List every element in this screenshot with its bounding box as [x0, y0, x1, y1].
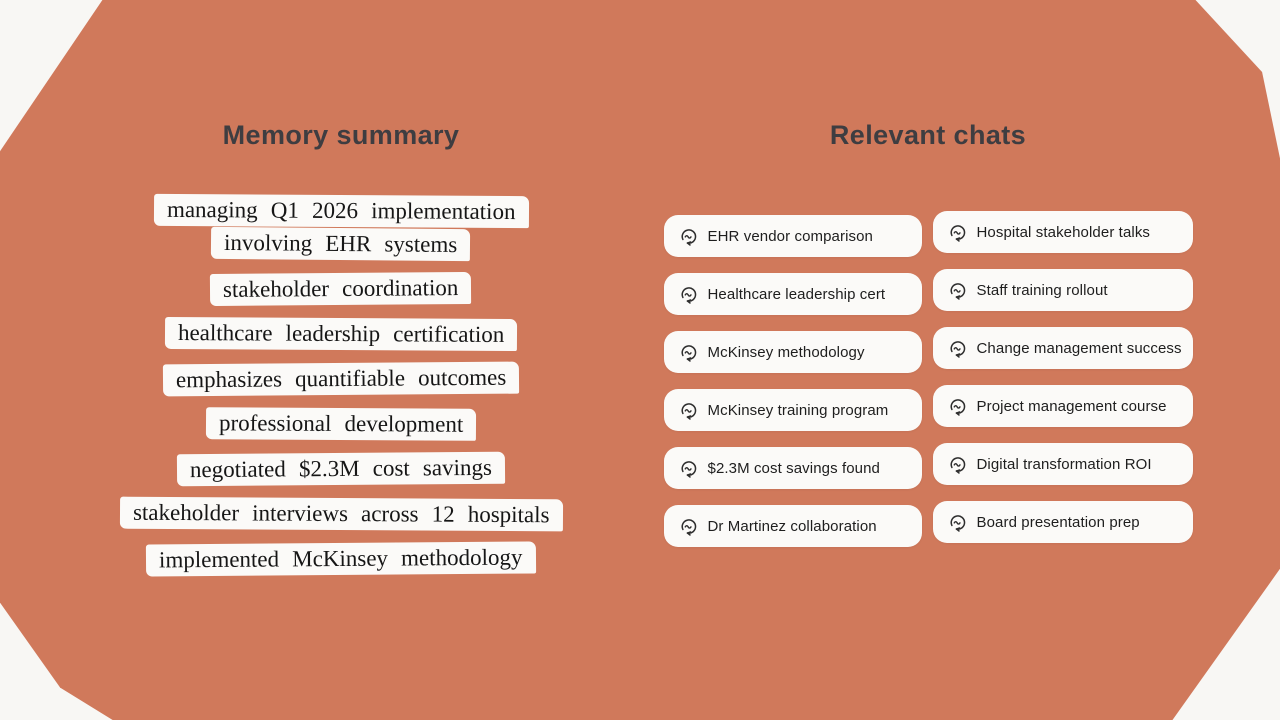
memory-highlight-line: involving EHR systems [211, 226, 471, 262]
chat-pill[interactable]: Project management course [932, 385, 1193, 427]
chat-pill-label: Board presentation prep [976, 513, 1140, 531]
memory-highlight-line: managing Q1 2026 implementation [153, 193, 529, 229]
memory-highlight: emphasizes quantifiable outcomes [58, 361, 624, 397]
memory-highlight: professional development [58, 407, 624, 441]
chat-history-icon [948, 397, 967, 416]
chat-history-icon [679, 285, 698, 304]
memory-highlight: stakeholder coordination [58, 271, 624, 307]
memory-highlight-line: negotiated $2.3M cost savings [176, 451, 506, 487]
chat-pill-label: Change management success [976, 339, 1182, 357]
chat-history-icon [948, 339, 967, 358]
memory-highlight: managing Q1 2026 implementation involvin… [58, 193, 624, 262]
memory-highlight-line: emphasizes quantifiable outcomes [162, 361, 520, 397]
chat-pill-label: EHR vendor comparison [707, 227, 874, 245]
chat-pill-label: $2.3M cost savings found [707, 459, 880, 477]
relevant-chats-section: Relevant chats EHR vendor comparison Hea… [658, 120, 1198, 547]
memory-highlight-line: professional development [205, 407, 477, 441]
memory-highlight-line: stakeholder interviews across 12 hospita… [119, 496, 563, 532]
chat-history-icon [948, 223, 967, 242]
chat-pill[interactable]: EHR vendor comparison [663, 215, 922, 257]
relevant-chats-title: Relevant chats [829, 120, 1027, 150]
chat-history-icon [948, 281, 967, 300]
chat-pill[interactable]: Hospital stakeholder talks [932, 211, 1193, 253]
chat-history-icon [679, 459, 698, 478]
chat-pill[interactable]: Digital transformation ROI [932, 443, 1193, 485]
memory-highlight-line: healthcare leadership certification [164, 316, 518, 352]
chat-pill-label: Digital transformation ROI [976, 455, 1152, 473]
memory-highlight: negotiated $2.3M cost savings [58, 451, 624, 487]
chat-history-icon [679, 343, 698, 362]
chat-pill-label: McKinsey methodology [707, 343, 865, 361]
chat-pill-label: Healthcare leadership cert [707, 285, 886, 303]
chat-pill[interactable]: Healthcare leadership cert [663, 273, 922, 315]
chat-pill[interactable]: Board presentation prep [932, 501, 1193, 543]
memory-highlight-line: stakeholder coordination [210, 271, 472, 307]
chat-pill-label: Dr Martinez collaboration [707, 517, 877, 535]
chat-pill-label: Staff training rollout [976, 281, 1108, 299]
chat-pill[interactable]: Dr Martinez collaboration [663, 505, 922, 547]
memory-highlight-line: implemented McKinsey methodology [146, 541, 536, 577]
chat-pill-column-right: Hospital stakeholder talks Staff trainin… [932, 211, 1193, 543]
chat-pill[interactable]: Staff training rollout [932, 269, 1193, 311]
chat-pill[interactable]: McKinsey training program [663, 389, 922, 431]
chat-pill-column-left: EHR vendor comparison Healthcare leaders… [663, 215, 922, 547]
memory-highlight: stakeholder interviews across 12 hospita… [58, 496, 624, 532]
chat-pill[interactable]: Change management success [932, 327, 1193, 369]
chat-pill-grid: EHR vendor comparison Healthcare leaders… [658, 211, 1198, 547]
chat-pill-label: Hospital stakeholder talks [976, 223, 1151, 241]
chat-history-icon [679, 227, 698, 246]
chat-pill[interactable]: $2.3M cost savings found [663, 447, 922, 489]
memory-summary-title: Memory summary [222, 120, 460, 150]
chat-pill-label: Project management course [976, 397, 1167, 415]
chat-history-icon [679, 517, 698, 536]
memory-summary-section: Memory summary managing Q1 2026 implemen… [58, 120, 624, 588]
chat-history-icon [948, 455, 967, 474]
memory-highlight: implemented McKinsey methodology [58, 541, 624, 577]
chat-history-icon [679, 401, 698, 420]
chat-pill-label: McKinsey training program [707, 401, 889, 419]
chat-history-icon [948, 513, 967, 532]
memory-highlight: healthcare leadership certification [58, 316, 624, 352]
chat-pill[interactable]: McKinsey methodology [663, 331, 922, 373]
